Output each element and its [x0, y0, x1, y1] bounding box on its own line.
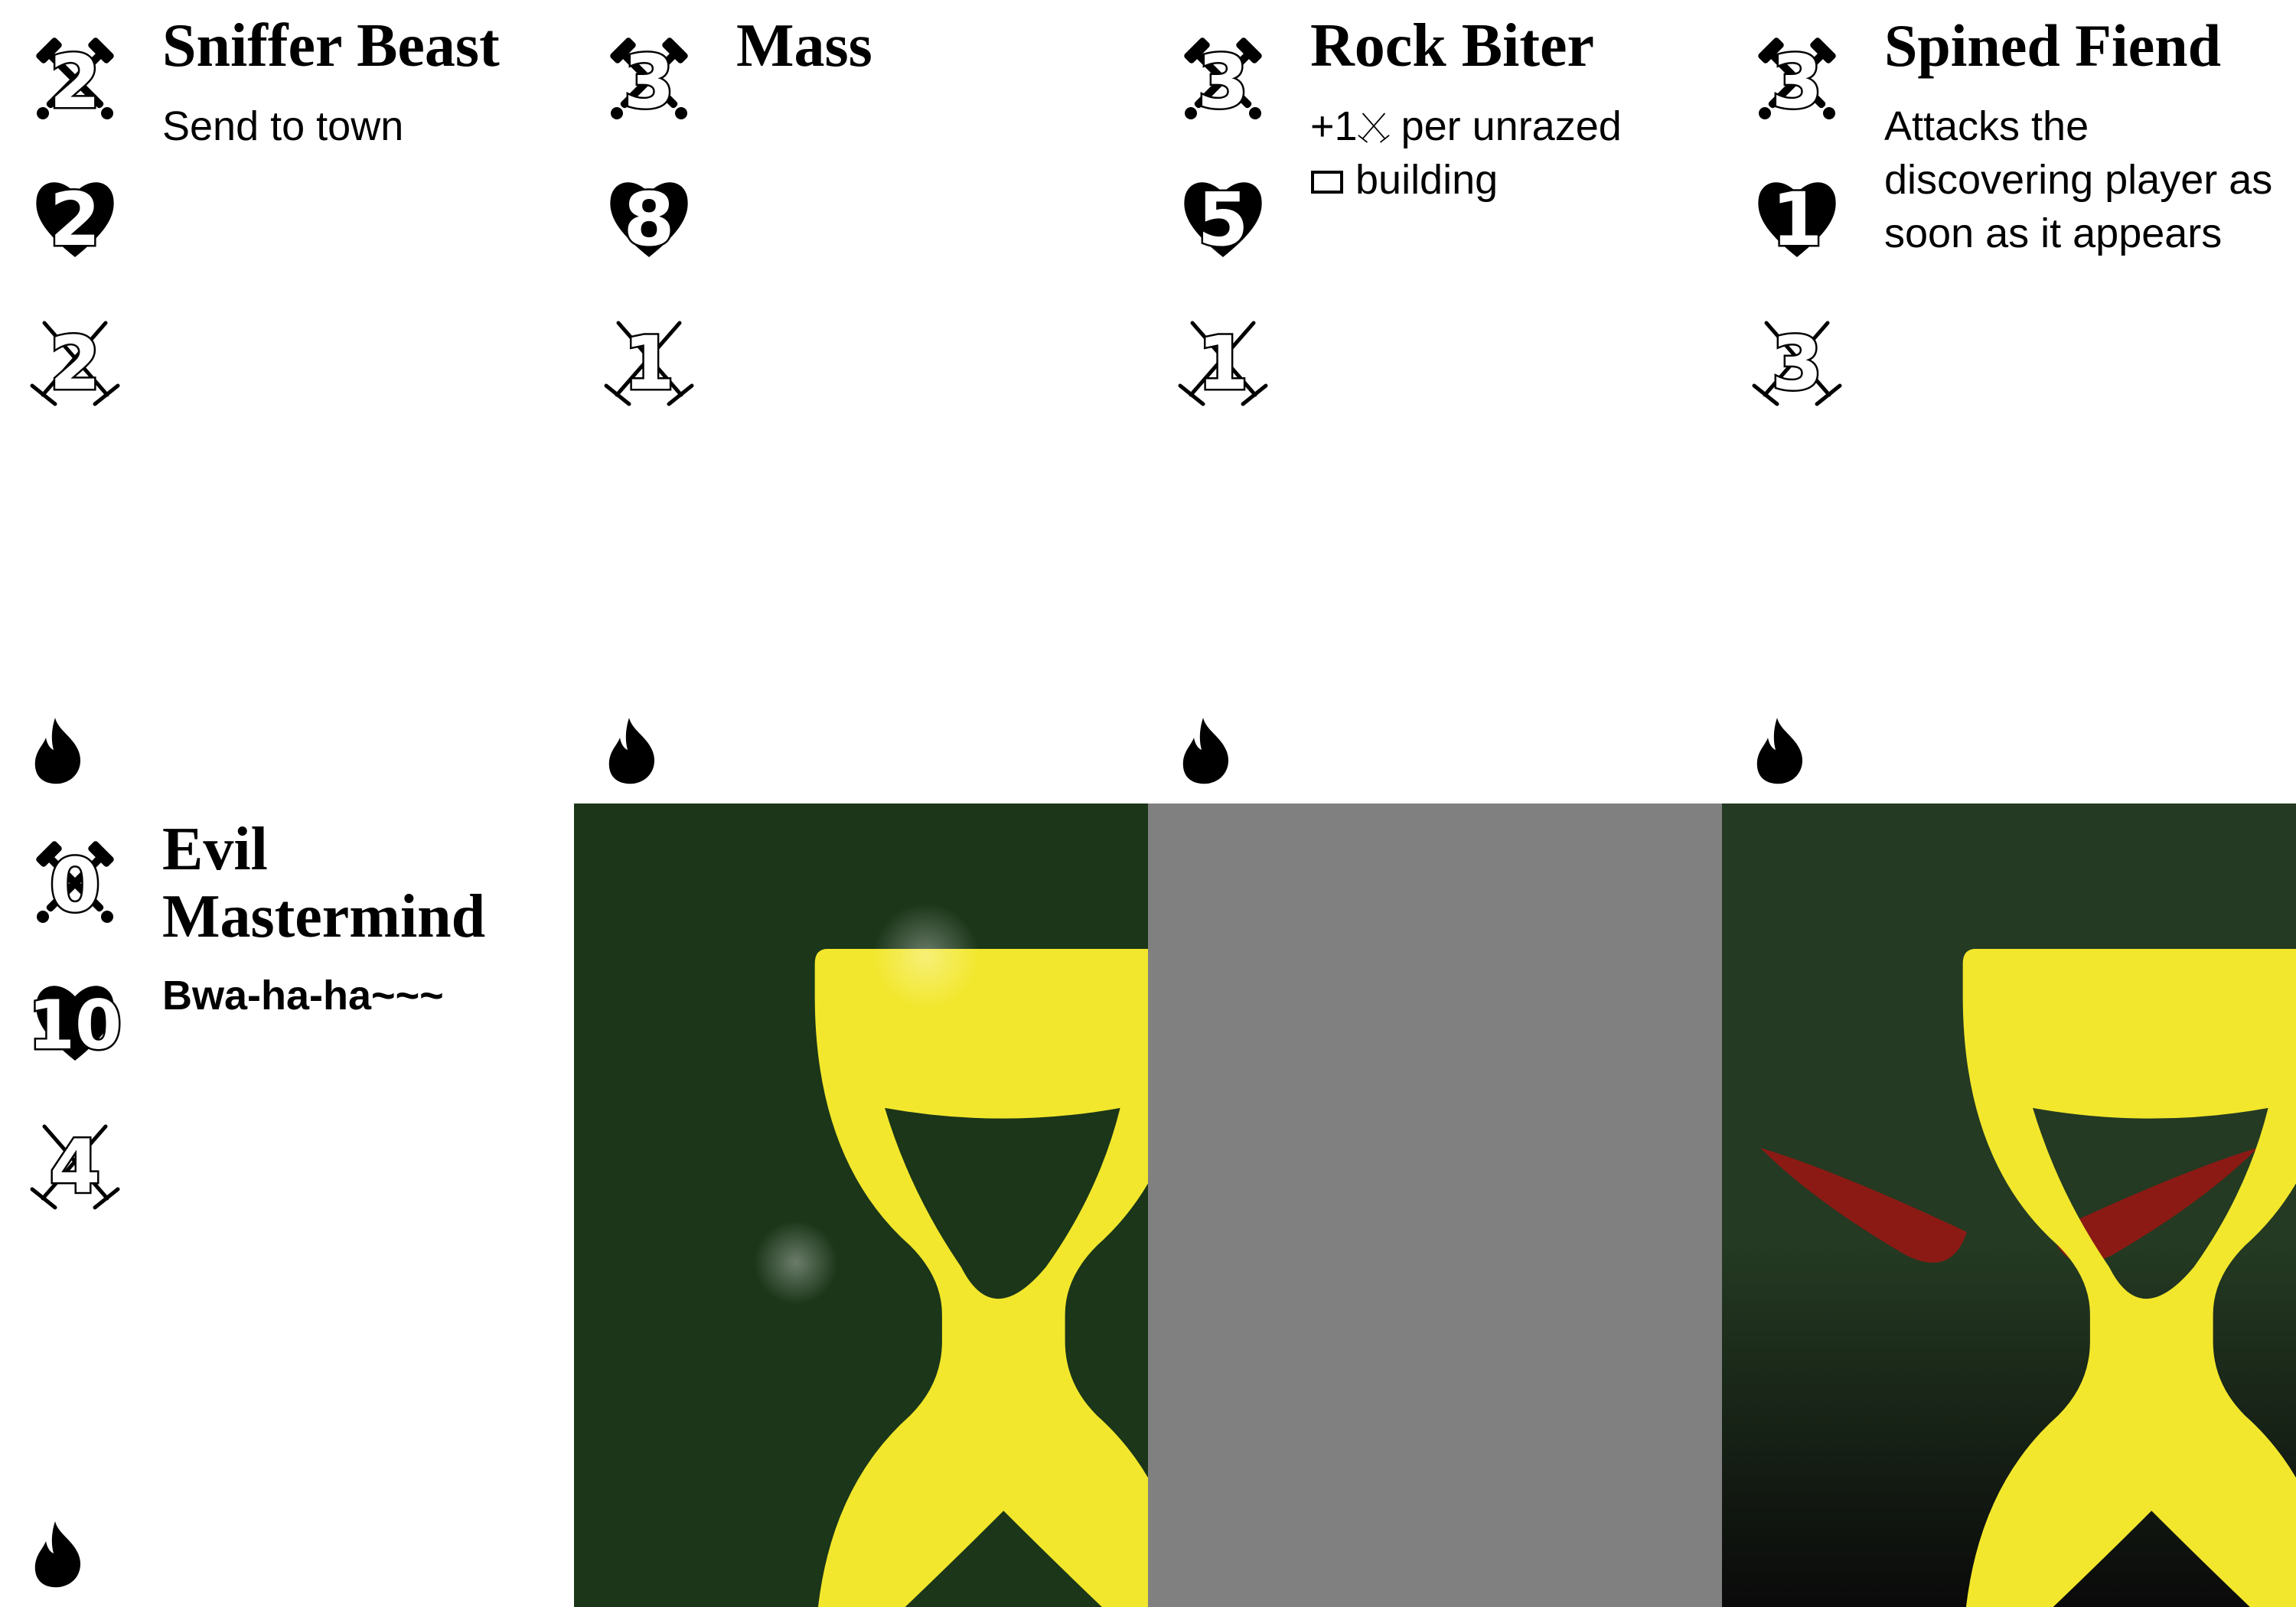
glow-highlight — [872, 903, 980, 1010]
heart-value: 10 — [28, 986, 122, 1064]
heart-value: 5 — [1198, 177, 1249, 262]
sword-stat: 3 — [1751, 315, 1843, 409]
card-name: Sniffer Beast — [162, 12, 500, 80]
hammer-stat: 3 — [1177, 34, 1269, 127]
right-wing — [2051, 1148, 2258, 1263]
heart-value: 8 — [624, 177, 675, 262]
card-text: Attacks the discovering player as soon a… — [1884, 103, 2273, 256]
heart-stat: 8 — [603, 171, 695, 265]
hammer-stat: 3 — [603, 34, 695, 127]
building-icon — [1311, 171, 1343, 194]
card-text: Send to town — [162, 103, 404, 149]
sword-stat: 2 — [29, 315, 121, 409]
card-evil-mastermind[interactable]: 0 10 4 Evil Mastermind Bwa-ha-ha~~~ — [0, 804, 574, 1607]
hammer-value: 3 — [624, 39, 675, 125]
fire-icon — [1754, 716, 1805, 785]
sword-stat: 1 — [1177, 315, 1269, 409]
fire-icon — [32, 716, 83, 785]
heart-stat: 1 — [1751, 171, 1843, 265]
hammer-stat: 3 — [1751, 34, 1843, 127]
card-back-hourglass-wings[interactable] — [1722, 804, 2296, 1607]
hourglass-icon — [1963, 949, 2296, 1607]
hammer-value: 3 — [1198, 39, 1249, 125]
card-mass[interactable]: 3 8 1 Mass — [574, 0, 1148, 804]
hammer-stat: 2 — [29, 34, 121, 127]
sword-value: 4 — [50, 1124, 101, 1210]
card-spined-fiend[interactable]: 3 1 3 Spined Fiend Attacks the discoveri… — [1722, 0, 2296, 804]
glow-highlight — [754, 1221, 838, 1305]
sword-stat: 4 — [29, 1119, 121, 1212]
card-rock-biter[interactable]: 3 5 1 Rock Biter +1 per unrazed building — [1148, 0, 1722, 804]
heart-stat: 2 — [29, 171, 121, 265]
sword-value: 2 — [50, 321, 101, 406]
card-name: Rock Biter — [1310, 12, 1595, 80]
heart-value: 2 — [50, 177, 101, 262]
sword-stat: 1 — [603, 315, 695, 409]
card-back-blank[interactable] — [1148, 804, 1722, 1607]
card-text: Bwa-ha-ha~~~ — [162, 973, 444, 1019]
sword-value: 1 — [624, 321, 675, 406]
card-text: +1 per unrazed building — [1310, 99, 1708, 207]
sword-value: 3 — [1772, 321, 1823, 406]
text-after-box: building — [1344, 157, 1499, 203]
hammer-value: 0 — [50, 843, 101, 928]
left-wing — [1760, 1148, 1967, 1263]
card-name: Mass — [736, 12, 872, 80]
heart-value: 1 — [1772, 177, 1823, 262]
card-sniffer-beast[interactable]: 2 2 2 Sniffer Beast Send to town — [0, 0, 574, 804]
hourglass-icon — [815, 949, 1148, 1607]
hammer-value: 2 — [50, 39, 101, 125]
card-name: Spined Fiend — [1884, 12, 2222, 79]
heart-stat: 5 — [1177, 171, 1269, 265]
sword-icon — [1358, 111, 1390, 143]
fire-icon — [1180, 716, 1231, 785]
text-after-sword: per unrazed — [1389, 103, 1622, 149]
fire-icon — [606, 716, 657, 785]
sword-value: 1 — [1198, 321, 1249, 406]
card-back-hourglass[interactable] — [574, 804, 1148, 1607]
hammer-stat: 0 — [29, 837, 121, 931]
fire-icon — [32, 1520, 83, 1589]
card-name: Evil Mastermind — [162, 816, 486, 950]
heart-stat: 10 — [26, 975, 123, 1067]
text-prefix: +1 — [1310, 103, 1358, 149]
hammer-value: 3 — [1772, 39, 1823, 125]
